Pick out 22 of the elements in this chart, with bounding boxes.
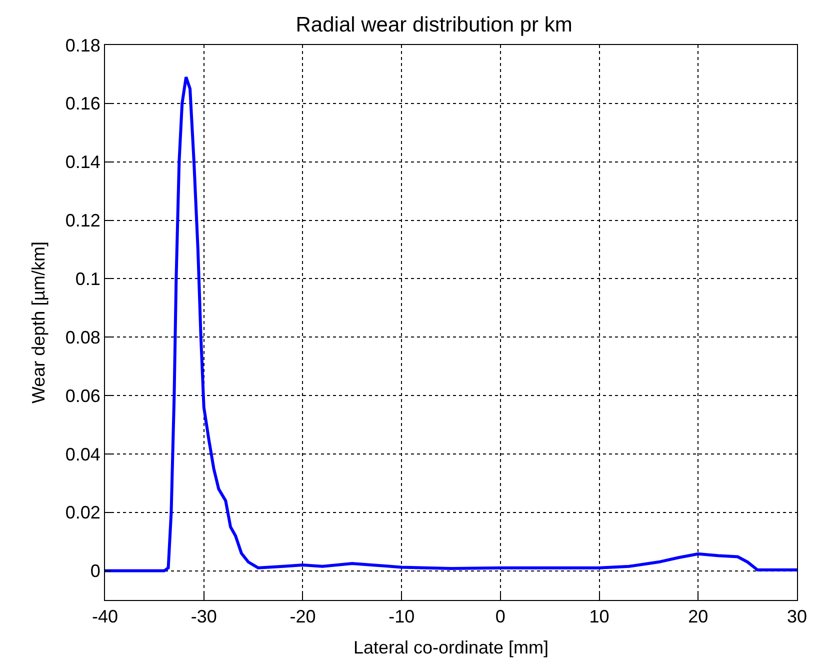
y-axis-title: Wear depth [µm/km] [28,241,49,404]
x-tick-label: 30 [786,606,808,627]
y-tick-label: 0.18 [65,35,100,56]
x-tick-label: -30 [190,606,217,627]
x-tick-label: -40 [92,606,118,627]
y-tick-label: 0.1 [75,268,100,289]
chart-title: Radial wear distribution pr km [296,13,572,36]
x-tick-label: -20 [290,606,316,627]
y-tick-label: 0.08 [65,327,100,348]
y-tick-label: 0.02 [65,502,100,523]
x-tick-label: 0 [495,606,506,627]
y-tick-label: 0.14 [65,152,100,172]
y-tick-label: 0.12 [65,210,100,231]
line-series [105,76,797,572]
y-tick-label: 0.16 [65,94,100,114]
x-tick-label: 20 [688,606,708,627]
x-axis-title: Lateral co-ordinate [mm] [353,638,549,658]
y-tick-label: 0.06 [65,386,100,406]
y-tick-label: 0.04 [65,444,100,464]
y-tick-label: 0 [90,561,100,582]
x-tick-label: 10 [589,606,610,627]
x-tick-label: -10 [388,606,415,627]
